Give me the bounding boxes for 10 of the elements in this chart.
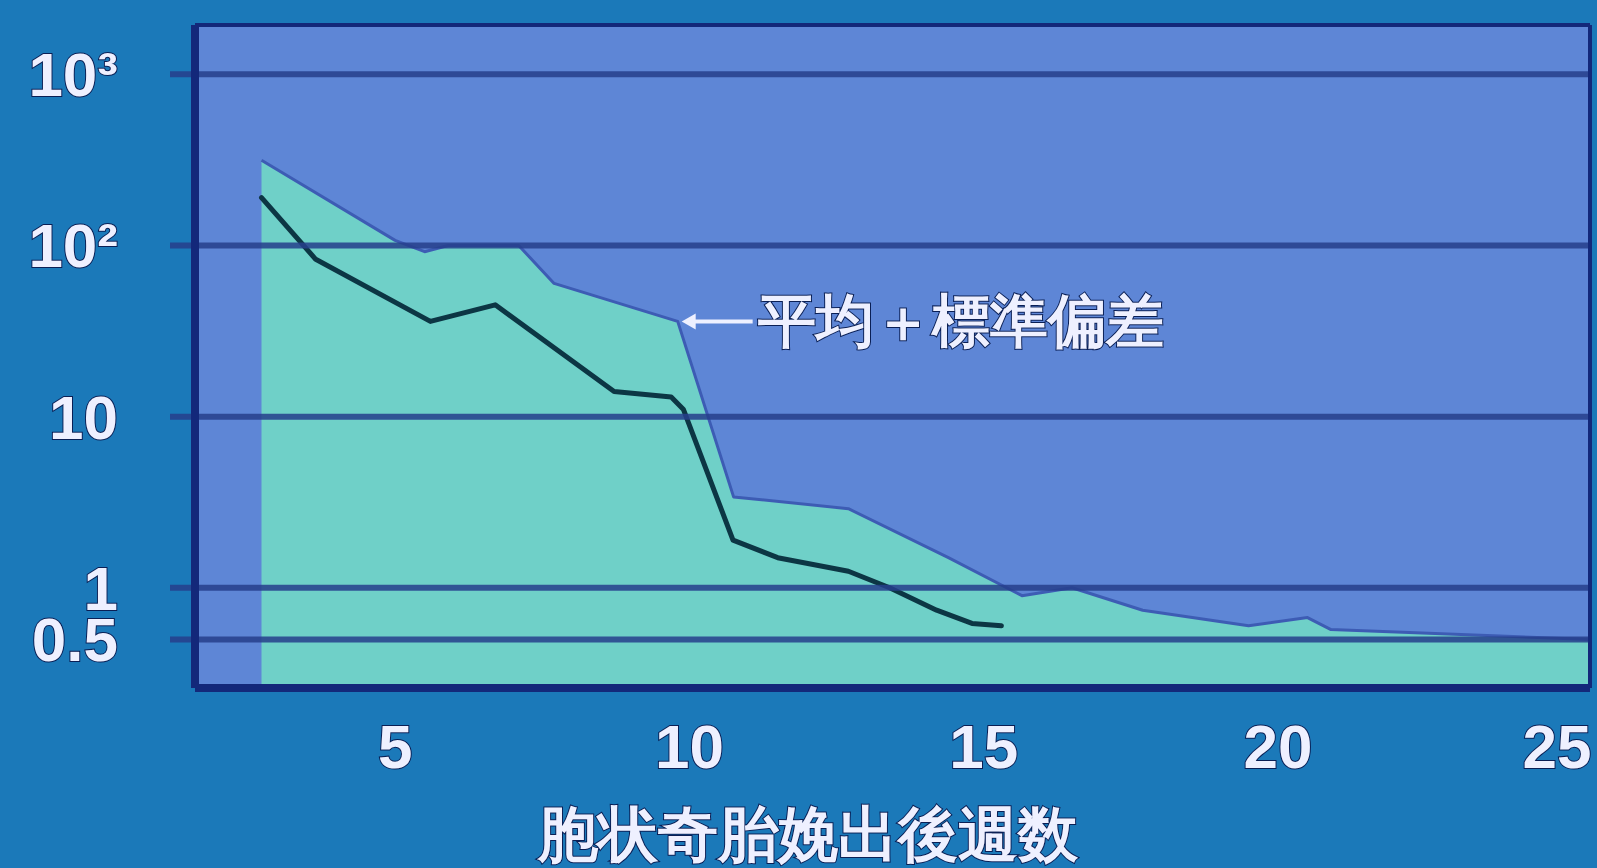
x-tick-label: 20	[1243, 712, 1313, 781]
x-tick-label: 10	[654, 712, 724, 781]
x-tick-label: 25	[1522, 712, 1592, 781]
y-tick-label: 10³	[28, 40, 118, 110]
annotation: 平均＋標準偏差	[756, 288, 1164, 354]
x-tick-label: 5	[377, 712, 413, 781]
y-tick-label: 10	[49, 382, 118, 452]
x-tick-label: 15	[949, 712, 1019, 781]
x-axis-title: 胞状奇胎娩出後週数	[535, 801, 1079, 868]
y-tick-label: 10²	[28, 211, 118, 281]
